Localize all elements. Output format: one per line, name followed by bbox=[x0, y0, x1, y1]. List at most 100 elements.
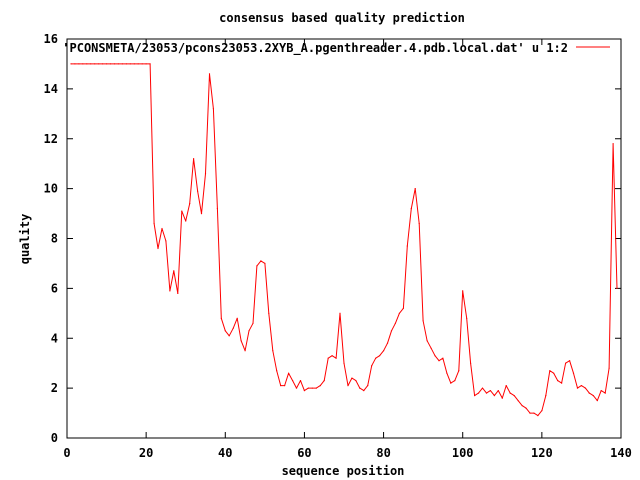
data-point bbox=[545, 395, 547, 397]
data-point bbox=[212, 108, 214, 110]
y-axis-label: quality bbox=[18, 214, 32, 265]
data-point bbox=[220, 317, 222, 319]
data-point bbox=[78, 63, 80, 65]
data-point bbox=[319, 385, 321, 387]
data-point bbox=[525, 407, 527, 409]
data-point bbox=[588, 392, 590, 394]
data-point bbox=[612, 143, 614, 145]
legend: 'PCONSMETA/23053/pcons23053.2XYB_A.pgent… bbox=[62, 41, 610, 56]
data-point bbox=[200, 213, 203, 215]
data-point bbox=[450, 382, 452, 384]
data-point bbox=[311, 387, 313, 389]
data-point bbox=[481, 387, 484, 389]
data-point bbox=[386, 342, 389, 344]
data-point bbox=[359, 387, 361, 389]
data-point bbox=[466, 317, 468, 319]
data-point bbox=[394, 322, 396, 324]
data-point bbox=[501, 397, 503, 399]
x-axis-ticks: 0 20 40 60 80 100 120 140 bbox=[63, 39, 632, 460]
data-point bbox=[600, 390, 602, 392]
data-point bbox=[418, 222, 420, 225]
data-point bbox=[371, 365, 373, 367]
data-point bbox=[232, 327, 234, 329]
y-tick-label: 0 bbox=[51, 431, 58, 445]
data-point bbox=[596, 400, 598, 402]
series-0 bbox=[70, 63, 618, 417]
data-point bbox=[288, 372, 290, 374]
data-point bbox=[189, 203, 191, 205]
data-point bbox=[153, 222, 155, 225]
data-point bbox=[292, 380, 294, 382]
data-point bbox=[70, 63, 72, 65]
data-point bbox=[426, 340, 428, 342]
data-point bbox=[505, 385, 507, 387]
data-point bbox=[331, 355, 333, 357]
data-point bbox=[173, 270, 175, 272]
data-point bbox=[264, 262, 266, 264]
data-point bbox=[113, 63, 116, 65]
data-point bbox=[616, 287, 618, 289]
data-point bbox=[489, 390, 491, 392]
data-point bbox=[141, 63, 143, 65]
data-point bbox=[561, 382, 563, 384]
data-point bbox=[252, 322, 254, 324]
data-point bbox=[446, 372, 448, 374]
data-point bbox=[410, 208, 412, 210]
y-tick-label: 2 bbox=[51, 381, 58, 395]
data-point bbox=[604, 392, 606, 394]
data-point bbox=[383, 350, 385, 352]
data-point bbox=[260, 260, 262, 262]
data-point bbox=[343, 362, 345, 364]
y-tick-label: 6 bbox=[51, 281, 58, 295]
data-point bbox=[177, 292, 179, 294]
data-point bbox=[137, 63, 139, 65]
data-point bbox=[133, 63, 135, 65]
data-point bbox=[165, 240, 167, 242]
data-point bbox=[557, 380, 559, 382]
data-point bbox=[240, 340, 242, 342]
y-tick-label: 14 bbox=[44, 82, 58, 96]
data-point bbox=[521, 405, 523, 407]
data-point bbox=[454, 380, 456, 382]
data-point bbox=[375, 357, 377, 359]
x-tick-label: 80 bbox=[376, 446, 390, 460]
x-tick-label: 120 bbox=[531, 446, 553, 460]
data-point bbox=[272, 350, 274, 352]
data-point bbox=[125, 63, 127, 65]
data-point bbox=[580, 385, 583, 387]
data-point bbox=[157, 247, 159, 250]
data-point bbox=[268, 312, 270, 314]
data-point bbox=[161, 227, 163, 230]
data-point bbox=[379, 355, 381, 357]
data-point bbox=[553, 372, 555, 374]
data-point bbox=[121, 63, 123, 65]
data-point bbox=[102, 63, 104, 65]
data-point bbox=[204, 173, 207, 175]
data-point bbox=[299, 380, 302, 382]
x-tick-label: 140 bbox=[610, 446, 632, 460]
chart-title: consensus based quality prediction bbox=[219, 11, 465, 25]
data-point bbox=[474, 395, 476, 397]
data-point bbox=[430, 347, 432, 349]
data-point bbox=[477, 392, 480, 394]
data-point bbox=[406, 245, 408, 247]
data-point bbox=[303, 390, 305, 392]
x-tick-label: 0 bbox=[63, 446, 70, 460]
data-point bbox=[537, 415, 539, 417]
y-tick-label: 16 bbox=[44, 32, 58, 46]
data-point bbox=[129, 63, 131, 65]
data-point bbox=[244, 350, 246, 352]
data-point bbox=[390, 330, 393, 332]
data-point bbox=[584, 387, 587, 389]
data-point bbox=[438, 360, 440, 362]
data-point bbox=[402, 307, 404, 309]
data-point bbox=[493, 395, 495, 397]
data-point bbox=[284, 385, 286, 387]
data-point bbox=[149, 63, 151, 65]
data-point bbox=[145, 63, 147, 65]
data-point bbox=[208, 73, 211, 75]
data-point bbox=[363, 390, 365, 392]
x-tick-label: 20 bbox=[139, 446, 153, 460]
data-point bbox=[549, 370, 551, 372]
